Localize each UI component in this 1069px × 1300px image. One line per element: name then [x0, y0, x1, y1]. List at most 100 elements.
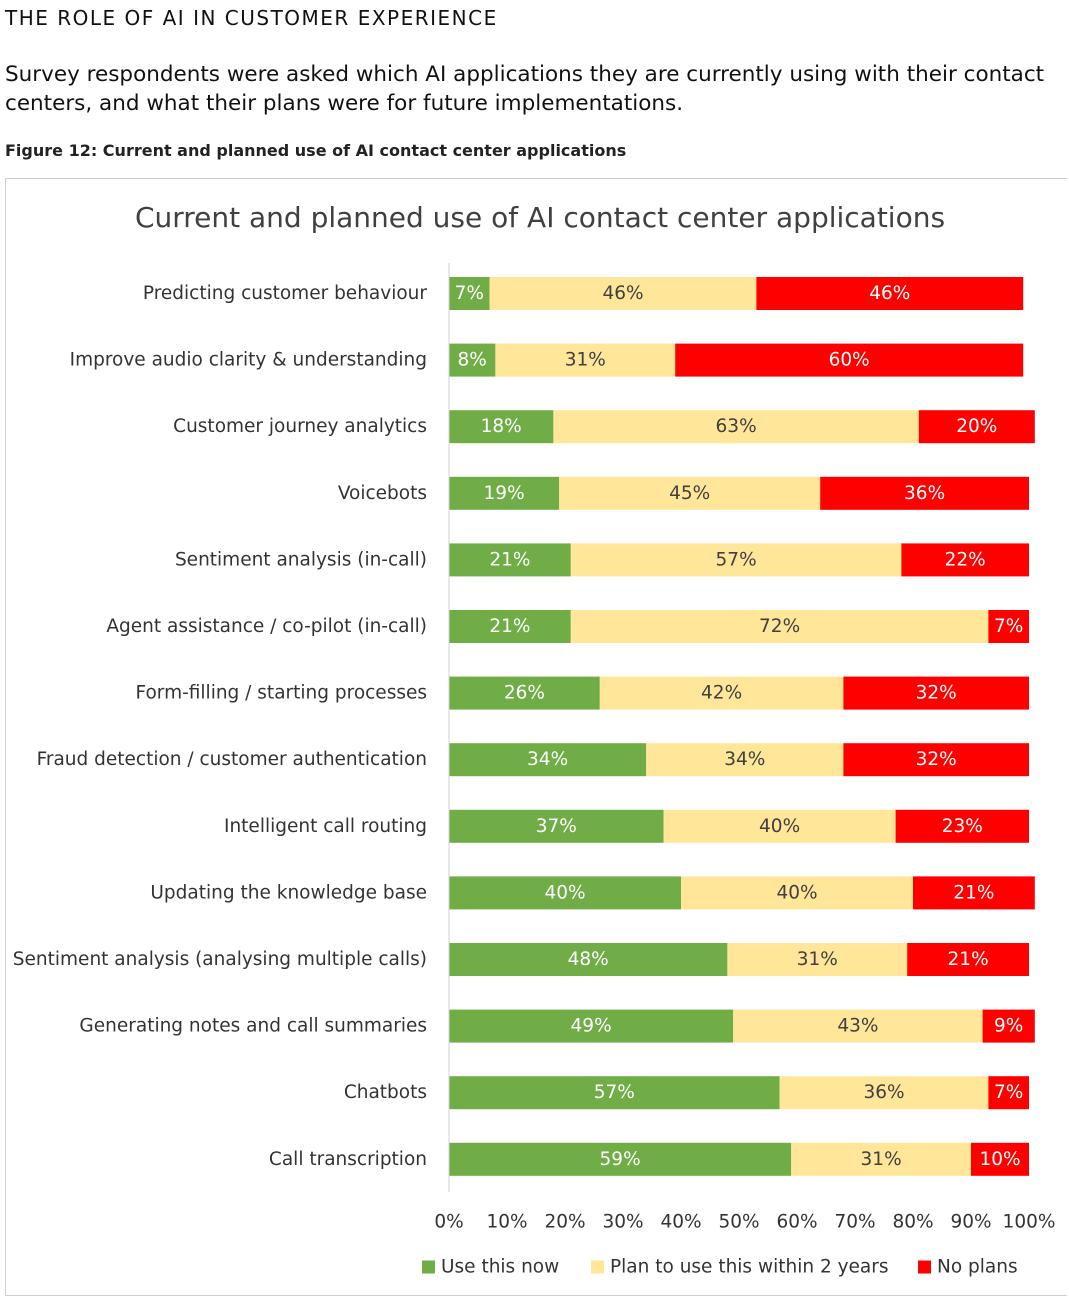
- bar-segment-use-this-now: [449, 1009, 734, 1043]
- bar-segment-no-plans: [901, 543, 1029, 577]
- data-label: 32%: [916, 683, 957, 704]
- data-label: 31%: [565, 350, 606, 371]
- bar-segment-plan-to-use-this-within-2-years: [553, 410, 919, 444]
- x-tick-label: 0%: [434, 1212, 463, 1233]
- category-label: Chatbots: [344, 1082, 427, 1103]
- bar-segment-no-plans: [820, 476, 1029, 510]
- data-label: 7%: [994, 1082, 1023, 1103]
- legend-label: No plans: [937, 1257, 1018, 1278]
- bar-segment-use-this-now: [449, 809, 664, 843]
- category-label: Agent assistance / co-pilot (in-call): [106, 616, 427, 637]
- data-label: 9%: [994, 1016, 1023, 1037]
- x-tick-label: 100%: [1003, 1212, 1056, 1233]
- bar-segment-no-plans: [988, 610, 1029, 643]
- data-label: 36%: [904, 483, 945, 504]
- data-label: 48%: [568, 949, 609, 970]
- bar-segment-plan-to-use-this-within-2-years: [733, 1009, 983, 1043]
- bar-segment-no-plans: [675, 343, 1024, 377]
- data-label: 23%: [942, 816, 983, 837]
- bar-segment-plan-to-use-this-within-2-years: [663, 809, 896, 843]
- data-label: 34%: [724, 749, 765, 770]
- x-tick-label: 30%: [602, 1212, 643, 1233]
- category-label: Call transcription: [269, 1149, 427, 1170]
- x-tick-label: 90%: [950, 1212, 991, 1233]
- data-label: 21%: [489, 549, 530, 570]
- category-label: Sentiment analysis (analysing multiple c…: [13, 949, 427, 970]
- bar-segment-plan-to-use-this-within-2-years: [791, 1142, 971, 1176]
- bar-row-customer-journey-analytics: Customer journey analytics 18% 63% 20%: [173, 410, 1035, 444]
- x-tick-label: 70%: [834, 1212, 875, 1233]
- bar-segment-no-plans: [843, 743, 1029, 777]
- bar-segment-no-plans: [913, 876, 1035, 910]
- category-label: Predicting customer behaviour: [143, 283, 428, 304]
- bar-segment-no-plans: [982, 1009, 1035, 1043]
- legend-item-use-this-now: Use this now: [422, 1257, 559, 1278]
- bar-row-sentiment-analysis-in-call: Sentiment analysis (in-call) 21% 57% 22%: [175, 543, 1029, 577]
- x-tick-label: 10%: [486, 1212, 527, 1233]
- bar-segment-use-this-now: [449, 410, 554, 444]
- bar-row-sentiment-analysis-analysing-multiple-calls: Sentiment analysis (analysing multiple c…: [13, 943, 1029, 976]
- data-label: 19%: [484, 483, 525, 504]
- bar-segment-plan-to-use-this-within-2-years: [495, 343, 676, 377]
- bar-segment-no-plans: [843, 676, 1029, 710]
- bar-row-fraud-detection-customer-authentication: Fraud detection / customer authenticatio…: [37, 743, 1029, 777]
- x-tick-label: 40%: [660, 1212, 701, 1233]
- bar-segment-no-plans: [918, 410, 1035, 444]
- legend-swatch: [422, 1260, 435, 1274]
- data-label: 34%: [527, 749, 568, 770]
- bar-segment-plan-to-use-this-within-2-years: [681, 876, 913, 910]
- data-label: 57%: [594, 1082, 635, 1103]
- x-tick-label: 50%: [718, 1212, 759, 1233]
- bar-segment-plan-to-use-this-within-2-years: [646, 743, 844, 777]
- category-label: Voicebots: [338, 483, 427, 504]
- data-label: 37%: [536, 816, 577, 837]
- data-label: 63%: [716, 416, 757, 437]
- bar-row-call-transcription: Call transcription 59% 31% 10%: [269, 1142, 1029, 1176]
- bar-segment-use-this-now: [449, 1142, 792, 1176]
- category-label: Customer journey analytics: [173, 416, 427, 437]
- bar-segment-use-this-now: [449, 676, 600, 710]
- data-label: 72%: [759, 616, 800, 637]
- category-label: Fraud detection / customer authenticatio…: [37, 749, 427, 770]
- bar-segment-use-this-now: [449, 543, 571, 577]
- bar-segment-use-this-now: [449, 943, 728, 976]
- bar-segment-no-plans: [988, 1076, 1029, 1110]
- bar-segment-plan-to-use-this-within-2-years: [599, 676, 844, 710]
- bar-segment-plan-to-use-this-within-2-years: [570, 610, 989, 643]
- legend-swatch: [591, 1260, 604, 1274]
- intro-paragraph: Survey respondents were asked which AI a…: [5, 62, 1045, 116]
- bar-segment-use-this-now: [449, 876, 681, 910]
- data-label: 18%: [481, 416, 522, 437]
- data-label: 43%: [837, 1016, 878, 1037]
- bar-row-voicebots: Voicebots 19% 45% 36%: [338, 476, 1029, 510]
- figure-caption: Figure 12: Current and planned use of AI…: [5, 141, 627, 160]
- data-label: 59%: [600, 1149, 641, 1170]
- data-label: 7%: [455, 283, 484, 304]
- data-label: 57%: [716, 549, 757, 570]
- legend-item-plan-to-use-this-within-2-years: Plan to use this within 2 years: [591, 1257, 889, 1278]
- data-label: 36%: [863, 1082, 904, 1103]
- data-label: 7%: [994, 616, 1023, 637]
- data-label: 40%: [776, 882, 817, 903]
- data-label: 21%: [948, 949, 989, 970]
- data-label: 40%: [544, 882, 585, 903]
- data-label: 31%: [797, 949, 838, 970]
- data-label: 10%: [979, 1149, 1020, 1170]
- data-label: 45%: [669, 483, 710, 504]
- bar-segment-use-this-now: [449, 1076, 780, 1110]
- category-label: Intelligent call routing: [224, 816, 427, 837]
- data-label: 22%: [945, 549, 986, 570]
- data-label: 26%: [504, 683, 545, 704]
- bar-row-chatbots: Chatbots 57% 36% 7%: [344, 1076, 1029, 1110]
- legend-label: Use this now: [441, 1257, 559, 1278]
- legend-item-no-plans: No plans: [918, 1257, 1018, 1278]
- bar-segment-use-this-now: [449, 610, 571, 643]
- bar-segment-plan-to-use-this-within-2-years: [570, 543, 902, 577]
- bar-row-form-filling-starting-processes: Form-filling / starting processes 26% 42% 3…: [135, 676, 1029, 710]
- bar-segment-use-this-now: [449, 343, 496, 377]
- x-tick-label: 80%: [892, 1212, 933, 1233]
- bar-segment-no-plans: [971, 1142, 1029, 1176]
- data-label: 32%: [916, 749, 957, 770]
- data-label: 42%: [701, 683, 742, 704]
- bar-segment-no-plans: [895, 809, 1029, 843]
